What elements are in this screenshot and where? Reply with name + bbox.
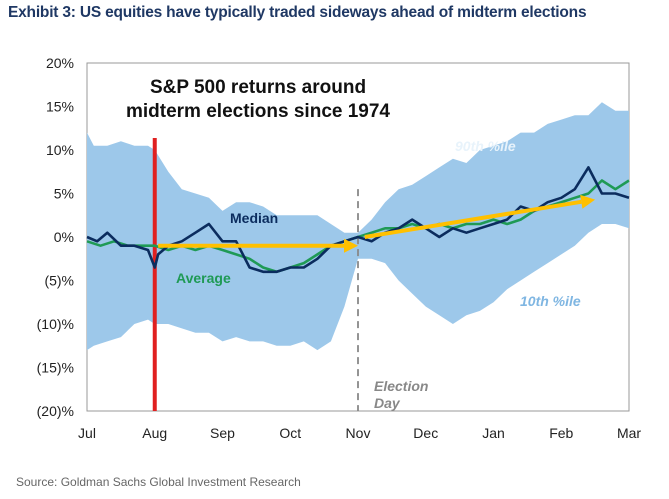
average-label: Average	[176, 270, 231, 286]
x-tick-label-1: Aug	[142, 425, 167, 441]
y-tick-label-3: 5%	[54, 186, 74, 202]
p10-label: 10th %ile	[520, 293, 581, 309]
trend-arrow-head-2	[580, 194, 596, 209]
y-tick-label-4: 0%	[54, 229, 74, 245]
x-tick-label-8: Mar	[617, 425, 641, 441]
x-tick-label-6: Jan	[482, 425, 505, 441]
election-label-line-2: Day	[374, 395, 401, 411]
y-tick-label-2: 10%	[46, 142, 74, 158]
x-tick-label-5: Dec	[413, 425, 438, 441]
source-note: Source: Goldman Sachs Global Investment …	[16, 475, 301, 489]
chart-title-line-2: midterm elections since 1974	[126, 101, 390, 122]
x-tick-label-4: Nov	[346, 425, 371, 441]
p90-label: 90th %ile	[455, 138, 516, 154]
x-tick-label-7: Feb	[549, 425, 573, 441]
y-tick-label-1: 15%	[46, 99, 74, 115]
x-tick-label-3: Oct	[279, 425, 301, 441]
returns-chart: 20% 15% 10% 5% 0% (5)% (10)% (15)% (20)% Jul Aug S…	[37, 55, 642, 441]
trend-arrow-head-1	[344, 238, 358, 253]
page-title: Exhibit 3: US equities have typically tr…	[8, 4, 587, 21]
y-tick-label-5: (5)%	[44, 273, 74, 289]
y-tick-label-7: (15)%	[37, 360, 74, 376]
percentile-band	[87, 102, 629, 351]
trend-arrow-shaft-2	[364, 199, 582, 239]
x-tick-label-2: Sep	[210, 425, 235, 441]
election-label-line-1: Election	[374, 378, 428, 394]
y-tick-label-8: (20)%	[37, 403, 74, 419]
median-label: Median	[230, 210, 278, 226]
x-tick-label-0: Jul	[78, 425, 96, 441]
y-tick-label-0: 20%	[46, 55, 74, 71]
y-tick-label-6: (10)%	[37, 316, 74, 332]
chart-title-line-1: S&P 500 returns around	[150, 77, 366, 98]
